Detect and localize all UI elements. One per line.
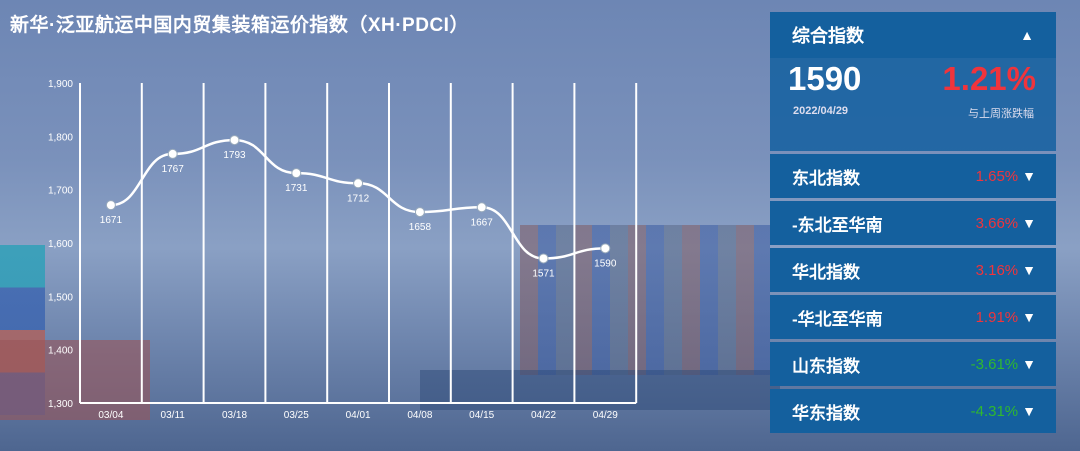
index-row[interactable]: 华北指数 3.16% ▼: [770, 248, 1056, 292]
data-label: 1767: [162, 164, 185, 175]
index-date: 2022/04/29: [793, 105, 849, 117]
index-change: 1.21%: [942, 60, 1036, 97]
row-change: 3.16%: [975, 261, 1019, 279]
chevron-down-icon[interactable]: ▼: [1022, 309, 1036, 325]
row-label: -华北至华南: [792, 309, 883, 329]
composite-index-summary: 1590 2022/04/29 1.21% 与上周涨跌幅: [770, 58, 1056, 151]
y-tick-label: 1,300: [48, 399, 73, 410]
data-point: [229, 135, 240, 146]
x-tick-label: 03/04: [98, 410, 123, 421]
background-ship: [520, 225, 770, 375]
chevron-down-icon[interactable]: ▼: [1022, 215, 1036, 231]
x-tick-label: 04/01: [346, 410, 371, 421]
x-tick-label: 04/08: [407, 410, 432, 421]
x-tick-label: 04/22: [531, 410, 556, 421]
line-chart: 1,300 1,400 1,500 1,600 1,700 1,800 1,900 03/04…: [47, 79, 618, 421]
chevron-down-icon[interactable]: ▼: [1022, 403, 1036, 419]
x-tick-label: 03/11: [161, 410, 186, 421]
data-point: [105, 200, 116, 211]
y-tick-label: 1,700: [48, 186, 73, 197]
row-change: 1.65%: [975, 167, 1019, 185]
y-tick-label: 1,500: [48, 292, 73, 303]
row-change: -3.61%: [970, 355, 1019, 373]
data-label: 1658: [409, 222, 432, 233]
x-tick-label: 03/25: [284, 410, 309, 421]
index-row[interactable]: 东北指数 1.65% ▼: [770, 154, 1056, 198]
change-label: 与上周涨跌幅: [968, 108, 1034, 120]
y-tick-label: 1,400: [48, 346, 73, 357]
data-point: [353, 178, 364, 189]
index-row[interactable]: -华北至华南 1.91% ▼: [770, 295, 1056, 339]
y-tick-label: 1,800: [48, 132, 73, 143]
data-point: [476, 202, 487, 213]
data-point: [291, 168, 302, 179]
header-label: 综合指数: [792, 26, 864, 46]
y-tick-label: 1,900: [48, 79, 73, 90]
chevron-up-icon[interactable]: ▲: [1020, 27, 1034, 43]
row-label: -东北至华南: [792, 215, 883, 235]
row-label: 东北指数: [792, 168, 860, 188]
x-tick-label: 04/15: [469, 410, 494, 421]
background-truck: [0, 340, 150, 420]
chevron-down-icon[interactable]: ▼: [1022, 168, 1036, 184]
index-value: 1590: [788, 60, 862, 97]
data-point: [414, 207, 425, 218]
index-row[interactable]: 山东指数 -3.61% ▼: [770, 342, 1056, 386]
data-point: [538, 253, 549, 264]
data-label: 1571: [532, 268, 555, 279]
row-change: 3.66%: [975, 214, 1019, 232]
composite-index-header[interactable]: 综合指数 ▲: [770, 12, 1056, 58]
row-change: 1.91%: [975, 308, 1019, 326]
row-label: 山东指数: [792, 356, 860, 376]
y-tick-label: 1,600: [48, 239, 73, 250]
data-label: 1671: [100, 215, 123, 226]
index-row[interactable]: 华东指数 -4.31% ▼: [770, 389, 1056, 433]
data-label: 1667: [471, 217, 494, 228]
data-label: 1793: [223, 150, 246, 161]
chevron-down-icon[interactable]: ▼: [1022, 356, 1036, 372]
data-label: 1731: [285, 183, 308, 194]
chevron-down-icon[interactable]: ▼: [1022, 262, 1036, 278]
data-point: [600, 243, 611, 254]
row-label: 华北指数: [792, 262, 860, 282]
data-label: 1590: [594, 258, 617, 269]
row-change: -4.31%: [970, 402, 1019, 420]
page-title: 新华·泛亚航运中国内贸集装箱运价指数（XH·PDCI）: [10, 15, 469, 36]
x-tick-label: 03/18: [222, 410, 247, 421]
index-row[interactable]: -东北至华南 3.66% ▼: [770, 201, 1056, 245]
index-panel: 综合指数 ▲ 1590 2022/04/29 1.21% 与上周涨跌幅 东北指数…: [770, 12, 1056, 433]
row-label: 华东指数: [792, 403, 860, 423]
x-tick-label: 04/29: [593, 410, 618, 421]
data-point: [167, 148, 178, 159]
data-label: 1712: [347, 193, 370, 204]
